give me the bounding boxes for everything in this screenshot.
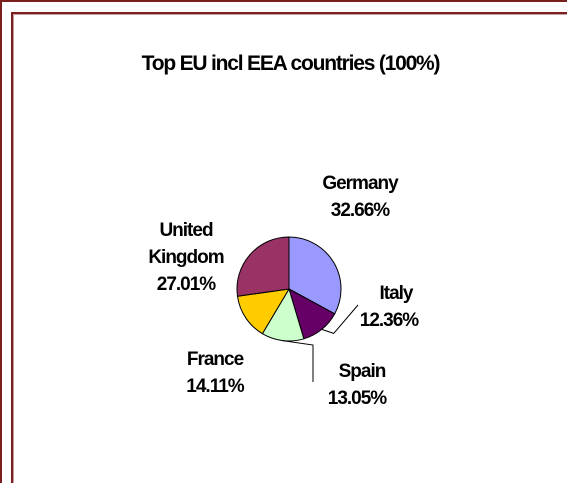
- slice-label-germany: Germany 32.66%: [310, 170, 410, 224]
- slice-label-spain: Spain 13.05%: [307, 358, 407, 412]
- slice-label-italy: Italy 12.36%: [344, 280, 434, 334]
- slice-name-united-kingdom-line2: Kingdom: [148, 247, 224, 268]
- leader-line-spain: [282, 340, 314, 382]
- frame-shadow-left: [13, 14, 14, 483]
- pie-slice-germany: [288, 236, 342, 315]
- frame-inner-border-left: [11, 12, 13, 483]
- slice-name-united-kingdom-line1: United: [159, 220, 213, 241]
- frame-border-left: [0, 0, 2, 483]
- slice-name-italy: Italy: [379, 283, 413, 304]
- slice-value-united-kingdom: 27.01%: [156, 274, 216, 295]
- frame-border-top: [0, 0, 567, 2]
- slice-value-france: 14.11%: [186, 376, 244, 397]
- slice-name-spain: Spain: [338, 361, 387, 382]
- pie-slice-united-kingdom: [236, 236, 290, 297]
- chart-title: Top EU incl EEA countries (100%): [141, 52, 441, 75]
- frame-inner-border-top: [11, 12, 567, 14]
- leader-line-italy: [321, 304, 359, 334]
- slice-label-united-kingdom: United Kingdom 27.01%: [126, 217, 246, 298]
- slice-name-germany: Germany: [322, 173, 398, 194]
- slice-value-spain: 13.05%: [327, 388, 387, 409]
- slice-label-france: France 14.11%: [170, 346, 260, 400]
- slice-value-germany: 32.66%: [330, 200, 390, 221]
- slice-name-france: France: [186, 349, 244, 370]
- slice-value-italy: 12.36%: [359, 310, 419, 331]
- frame-shadow-top: [13, 14, 567, 15]
